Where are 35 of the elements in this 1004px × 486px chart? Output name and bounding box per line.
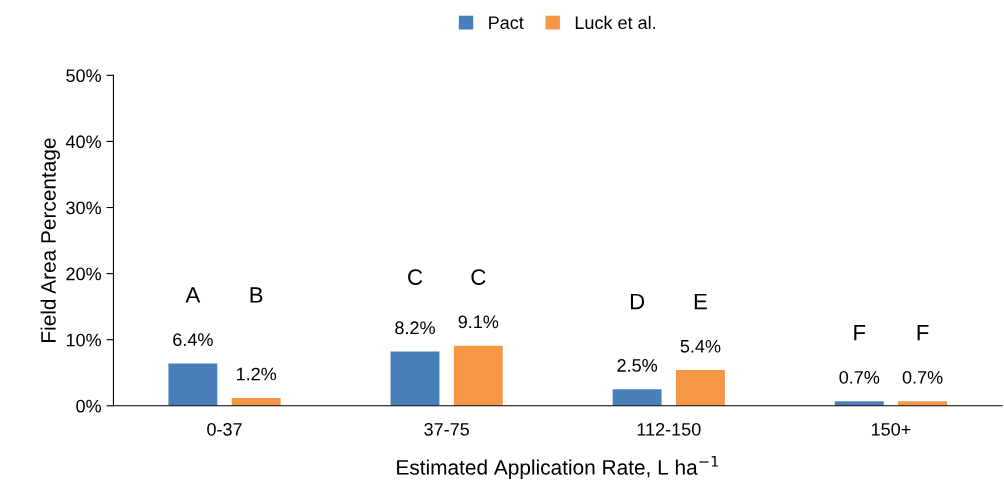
y-tick-label: 40%	[65, 135, 102, 149]
y-tick-label: 30%	[66, 201, 102, 215]
y-axis-title: Field Area Percentage	[40, 138, 60, 342]
y-tick-label: 0%	[76, 399, 101, 413]
data-label: 5.4%	[680, 339, 721, 353]
annotation: C	[471, 269, 486, 285]
x-tick-label: 0-37	[207, 422, 242, 436]
annotation: A	[185, 287, 201, 303]
bar	[453, 345, 503, 406]
y-tick-label: 50%	[66, 69, 102, 83]
y-tick-label: 20%	[66, 267, 102, 281]
legend-label: Pact	[489, 16, 524, 30]
y-tick-label: 10%	[66, 333, 102, 347]
data-label: 0.7%	[839, 370, 880, 384]
data-label: 9.1%	[458, 315, 499, 329]
data-label: 0.7%	[902, 370, 943, 384]
x-tick-label: 37-75	[424, 422, 469, 436]
annotation: D	[630, 293, 645, 310]
x-tick-label: 150+	[871, 422, 911, 436]
x-axis-title: Estimated Application Rate, L ha$^{−1}$	[397, 455, 719, 479]
data-label: 2.5%	[617, 359, 658, 372]
data-label: 6.4%	[173, 333, 213, 347]
bar	[676, 370, 725, 406]
legend-label: Luck et al.	[575, 15, 656, 30]
bar	[612, 389, 662, 406]
annotation: F	[854, 324, 866, 341]
x-tick-label: 112-150	[637, 422, 701, 436]
data-label: 8.2%	[395, 321, 435, 335]
annotation: B	[250, 287, 263, 303]
bar	[390, 351, 440, 406]
data-label: 1.2%	[236, 367, 277, 381]
annotation: C	[408, 269, 423, 285]
annotation: E	[694, 293, 707, 310]
annotation: F	[917, 324, 929, 341]
bar	[168, 363, 218, 406]
